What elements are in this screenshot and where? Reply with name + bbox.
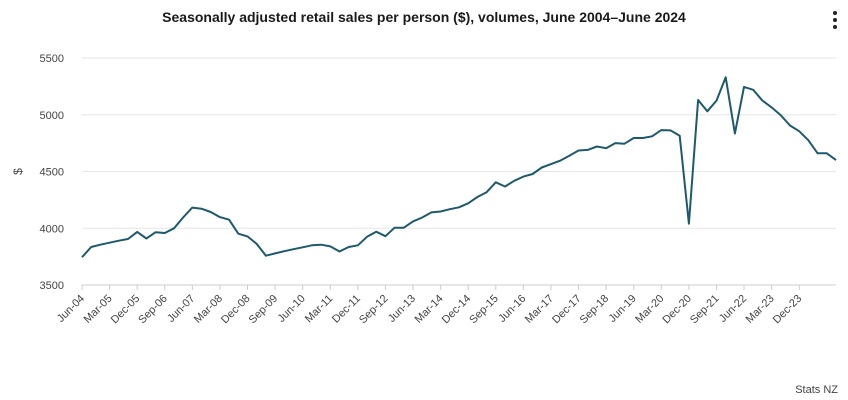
x-tick-label: Dec-17 <box>550 293 584 327</box>
x-tick-label: Dec-20 <box>660 293 694 327</box>
x-tick-label: Mar-11 <box>303 293 336 326</box>
x-tick-label: Dec-11 <box>330 293 363 326</box>
y-tick-label: 4500 <box>40 167 64 179</box>
x-tick-label: Sep-12 <box>357 293 391 327</box>
x-tick-label: Dec-05 <box>109 293 143 327</box>
x-tick-label: Jun-19 <box>607 293 639 325</box>
x-tick-label: Mar-05 <box>82 293 115 326</box>
x-tick-label: Jun-22 <box>717 293 749 325</box>
y-tick-label: 5000 <box>40 110 64 122</box>
x-tick-label: Mar-23 <box>744 293 777 326</box>
gridlines <box>82 57 836 286</box>
y-tick-label: 5500 <box>40 53 64 65</box>
x-tick-label: Sep-15 <box>467 293 501 327</box>
y-tick-label: 3500 <box>40 280 64 292</box>
x-tick-label: Mar-14 <box>413 293 446 326</box>
x-tick-label: Jun-16 <box>496 293 528 325</box>
x-tick-label: Jun-13 <box>386 293 418 325</box>
x-axis-ticks: Jun-04Mar-05Dec-05Sep-06Jun-07Mar-08Dec-… <box>55 285 804 326</box>
x-tick-label: Mar-17 <box>523 293 556 326</box>
x-tick-label: Jun-04 <box>55 293 87 325</box>
x-tick-label: Mar-08 <box>192 293 225 326</box>
x-tick-label: Sep-09 <box>247 293 281 327</box>
x-tick-label: Sep-18 <box>578 293 612 327</box>
x-tick-label: Dec-14 <box>440 293 474 327</box>
x-tick-label: Jun-07 <box>165 293 197 325</box>
y-axis-ticks: 3500 4000 4500 5000 5500 <box>40 53 64 292</box>
x-tick-label: Sep-06 <box>136 293 170 327</box>
x-tick-label: Jun-10 <box>276 293 308 325</box>
chart-title: Seasonally adjusted retail sales per per… <box>162 9 686 25</box>
x-tick-label: Dec-08 <box>219 293 253 327</box>
x-tick-label: Dec-23 <box>771 293 805 327</box>
x-tick-label: Sep-21 <box>688 293 722 327</box>
y-axis-label: $ <box>11 168 25 175</box>
more-vertical-icon[interactable] <box>828 11 842 33</box>
series-line <box>81 76 837 258</box>
source-credit: Stats NZ <box>795 384 838 396</box>
x-tick-label: Mar-20 <box>633 293 666 326</box>
y-tick-label: 4000 <box>40 223 64 235</box>
